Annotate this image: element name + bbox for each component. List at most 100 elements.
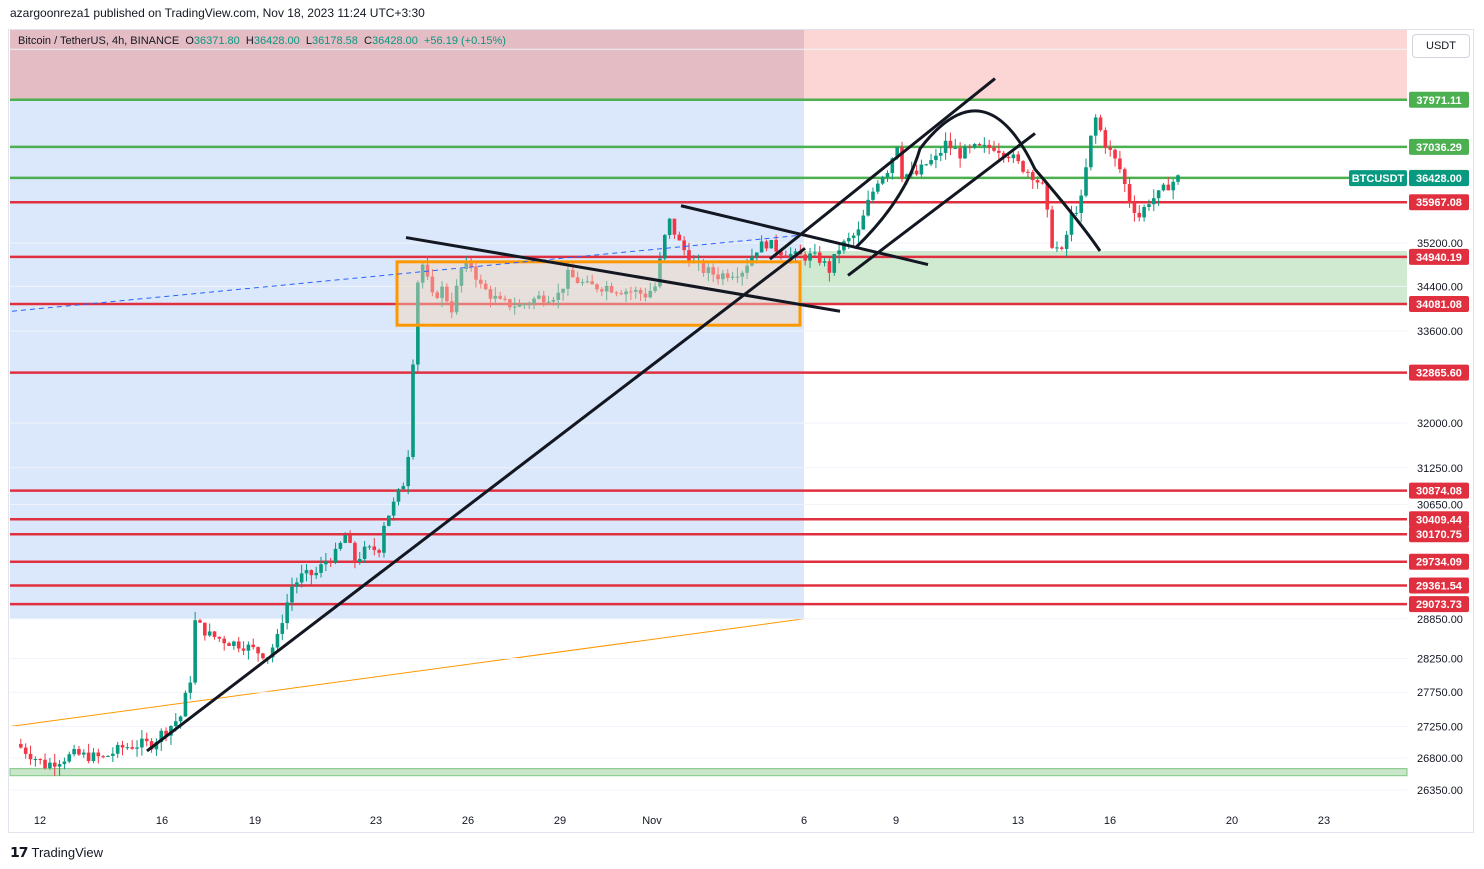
- red-supply-zone: [10, 30, 1407, 100]
- candle-body: [706, 267, 711, 274]
- last-price-label: 36428.00: [1416, 173, 1462, 185]
- candle-body: [934, 155, 938, 160]
- candle-body: [769, 239, 774, 249]
- candle-body: [1132, 202, 1137, 213]
- candle-body: [222, 638, 226, 644]
- candle-body: [730, 276, 735, 278]
- symbol-badge-label: BTCUSDT: [1352, 173, 1405, 185]
- candle-body: [968, 146, 972, 148]
- level-price-label: 29073.73: [1416, 599, 1462, 611]
- candle-body: [445, 286, 449, 302]
- footer-brand[interactable]: 𝟭𝟳 TradingView: [10, 844, 103, 861]
- level-price-label: 29361.54: [1416, 581, 1463, 593]
- y-tick-label: 28250.00: [1417, 653, 1463, 665]
- candle-body: [871, 191, 875, 200]
- candle-body: [299, 573, 304, 583]
- candle-body: [203, 622, 207, 636]
- candle-body: [629, 291, 633, 293]
- candle-body: [280, 623, 285, 634]
- candle-body: [193, 620, 197, 683]
- candle-body: [416, 282, 420, 365]
- candle-body: [1021, 161, 1025, 172]
- level-price-label: 29734.09: [1416, 557, 1462, 569]
- level-price-label: 30409.44: [1416, 514, 1463, 526]
- candle-body: [600, 289, 604, 292]
- candle-body: [304, 570, 309, 574]
- candle-body: [1171, 181, 1175, 191]
- candle-body: [1122, 169, 1127, 185]
- candle-body: [77, 748, 81, 755]
- level-price-badge: [1409, 577, 1469, 594]
- candle-body: [406, 456, 410, 487]
- candle-body: [188, 682, 193, 693]
- candle-body: [851, 235, 856, 238]
- candle-body: [86, 752, 91, 762]
- candle-body: [246, 644, 251, 651]
- candle-body: [62, 761, 67, 765]
- candle-body: [822, 261, 827, 263]
- candle-body: [1040, 182, 1045, 184]
- candle-body: [1030, 172, 1035, 181]
- candle-body: [435, 292, 440, 298]
- rising-channel-lower: [847, 132, 1036, 277]
- symbol-name: Bitcoin / TetherUS, 4h, BINANCE: [18, 35, 180, 47]
- candle-body: [537, 295, 541, 299]
- candle-body: [459, 269, 464, 286]
- candle-body: [982, 144, 987, 146]
- candle-body: [721, 273, 725, 280]
- y-tick-label: 31250.00: [1417, 463, 1463, 475]
- candle-body: [740, 272, 745, 277]
- candle-body: [997, 150, 1001, 153]
- level-price-badge: [1409, 596, 1469, 613]
- candle-body: [295, 582, 299, 587]
- open-value: 36371.80: [193, 35, 240, 47]
- candle-body: [101, 756, 105, 758]
- green-demand-zone: [800, 251, 1407, 304]
- candle-body: [880, 177, 885, 184]
- candle-body: [111, 753, 115, 756]
- candle-body: [309, 570, 314, 576]
- candle-body: [992, 147, 996, 151]
- candle-body: [866, 199, 870, 216]
- currency-button[interactable]: USDT: [1412, 34, 1470, 58]
- candle-body: [580, 282, 585, 284]
- candle-body: [396, 489, 401, 502]
- candle-body: [508, 299, 512, 308]
- candle-body: [624, 291, 628, 295]
- candle-body: [33, 759, 38, 761]
- level-price-label: 37971.11: [1416, 95, 1461, 107]
- candle-body: [1026, 171, 1030, 173]
- candle-body: [464, 262, 469, 270]
- candle-body: [784, 255, 788, 258]
- candle-body: [609, 286, 614, 293]
- candle-body: [324, 561, 328, 565]
- candle-body: [387, 515, 391, 526]
- rising-trendline: [146, 247, 806, 753]
- x-tick-label: 12: [34, 815, 46, 827]
- close-value: 36428.00: [371, 35, 418, 47]
- y-tick-label: 35200.00: [1417, 238, 1463, 250]
- candle-body: [527, 303, 532, 305]
- candle-body: [711, 267, 715, 275]
- candle-body: [856, 229, 861, 236]
- candle-body: [227, 643, 231, 646]
- candle-body: [483, 283, 488, 290]
- candle-body: [479, 279, 483, 284]
- level-price-badge: [1409, 482, 1469, 499]
- candle-body: [1060, 247, 1064, 249]
- candle-body: [701, 261, 706, 274]
- publish-info: azargoonreza1 published on TradingView.c…: [10, 6, 425, 20]
- candle-body: [924, 164, 929, 166]
- candle-body: [493, 295, 498, 299]
- symbol-badge: [1349, 170, 1407, 187]
- candle-body: [469, 262, 473, 267]
- candle-body: [357, 558, 362, 562]
- candle-body: [987, 144, 991, 148]
- candle-body: [207, 631, 212, 636]
- price-change: +56.19 (+0.15%): [423, 35, 506, 47]
- candle-body: [285, 602, 289, 624]
- candle-body: [876, 183, 880, 192]
- candle-body: [658, 258, 662, 287]
- candle-body: [963, 146, 967, 159]
